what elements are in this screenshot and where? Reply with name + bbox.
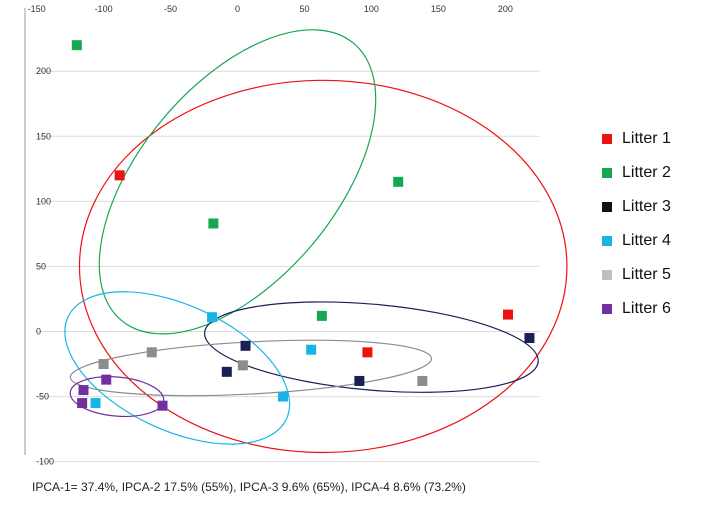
ellipse-litter-5: [69, 339, 433, 397]
x-tick-label: -50: [164, 4, 177, 14]
legend-label: Litter 1: [622, 130, 671, 147]
legend-swatch: [602, 270, 612, 280]
point-litter-6: [101, 374, 112, 385]
legend-label: Litter 2: [622, 164, 671, 181]
point-litter-1: [114, 170, 125, 181]
data-points: [71, 40, 535, 411]
ellipse-litter-3: [204, 301, 539, 393]
point-litter-4: [207, 312, 218, 323]
y-tick-label: 200: [36, 66, 51, 76]
point-litter-5: [417, 375, 428, 386]
legend-item-litter-6: Litter 6: [602, 292, 671, 326]
y-tick-label: 0: [36, 327, 41, 337]
legend: Litter 1 Litter 2 Litter 3 Litter 4 Litter 5…: [602, 122, 671, 326]
y-tick-label: 50: [36, 261, 46, 271]
legend-item-litter-4: Litter 4: [602, 224, 671, 258]
gridlines: [37, 70, 540, 463]
legend-item-litter-2: Litter 2: [602, 156, 671, 190]
legend-swatch: [602, 134, 612, 144]
point-litter-5: [98, 359, 109, 370]
legend-label: Litter 3: [622, 198, 671, 215]
point-litter-4: [278, 391, 289, 402]
legend-label: Litter 5: [622, 266, 671, 283]
point-litter-4: [306, 344, 317, 355]
point-litter-2: [71, 40, 82, 51]
point-litter-3: [240, 340, 251, 351]
point-litter-6: [157, 400, 168, 411]
x-tick-label: 150: [431, 4, 446, 14]
legend-item-litter-5: Litter 5: [602, 258, 671, 292]
ellipse-litter-6: [69, 376, 165, 418]
point-litter-3: [221, 366, 232, 377]
y-tick-label: -50: [36, 392, 49, 402]
x-tick-label: -150: [28, 4, 46, 14]
point-litter-3: [524, 333, 535, 344]
point-litter-2: [316, 310, 327, 321]
y-tick-label: -100: [36, 457, 54, 467]
point-litter-1: [503, 309, 514, 320]
x-tick-label: 50: [299, 4, 309, 14]
point-litter-2: [208, 218, 219, 229]
legend-label: Litter 6: [622, 300, 671, 317]
y-tick-label: 150: [36, 131, 51, 141]
point-litter-2: [393, 176, 404, 187]
legend-item-litter-3: Litter 3: [602, 190, 671, 224]
point-litter-5: [237, 360, 248, 371]
caption: IPCA-1= 37.4%, IPCA-2 17.5% (55%), IPCA-…: [32, 480, 466, 494]
y-tick-labels: 200 150 100 50 0 -50 -100: [36, 66, 54, 466]
legend-swatch: [602, 168, 612, 178]
point-litter-5: [146, 347, 157, 358]
x-tick-label: -100: [95, 4, 113, 14]
point-litter-4: [90, 398, 101, 409]
ellipse-litter-2: [98, 29, 377, 335]
legend-swatch: [602, 236, 612, 246]
x-tick-label: 100: [364, 4, 379, 14]
point-litter-6: [77, 398, 88, 409]
x-tick-labels: -150 -100 -50 0 50 100 150 200: [28, 4, 513, 14]
point-litter-1: [362, 347, 373, 358]
legend-item-litter-1: Litter 1: [602, 122, 671, 156]
ellipse-litter-4: [64, 291, 291, 445]
x-tick-label: 200: [498, 4, 513, 14]
point-litter-6: [78, 385, 89, 396]
cluster-ellipses: [64, 29, 568, 454]
point-litter-3: [354, 375, 365, 386]
legend-swatch: [602, 202, 612, 212]
x-tick-label: 0: [235, 4, 240, 14]
y-tick-label: 100: [36, 196, 51, 206]
legend-swatch: [602, 304, 612, 314]
legend-label: Litter 4: [622, 232, 671, 249]
ellipse-litter-1: [78, 79, 568, 454]
